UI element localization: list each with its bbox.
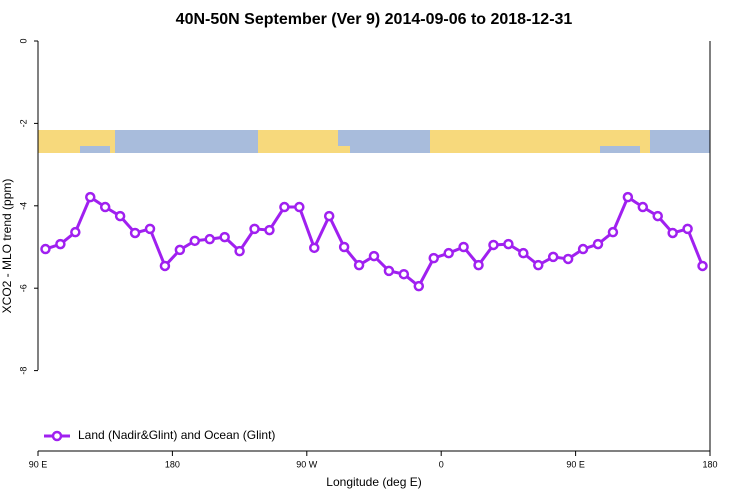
data-point [309, 242, 320, 254]
series-line [44, 194, 704, 289]
data-point [413, 280, 425, 292]
x-tick-label: 90 E [29, 459, 48, 469]
data-point [99, 201, 111, 213]
data-point [353, 259, 365, 271]
y-tick-label: -8 [18, 367, 28, 375]
data-point [159, 260, 171, 272]
y-tick-label: -4 [18, 202, 28, 210]
map-strip [38, 130, 710, 153]
data-point [443, 247, 454, 259]
data-point [637, 201, 649, 213]
data-point [473, 259, 484, 271]
data-point [174, 244, 186, 256]
data-point [697, 260, 708, 272]
data-point [338, 241, 350, 253]
data-point [249, 223, 260, 235]
data-point [592, 238, 604, 250]
x-tick-label: 180 [165, 459, 180, 469]
data-point [667, 227, 678, 239]
data-point [428, 252, 439, 264]
data-point [144, 223, 156, 235]
y-tick-label: -2 [18, 119, 28, 127]
data-point [368, 250, 380, 262]
data-point [279, 201, 290, 213]
data-point [682, 223, 693, 235]
data-point [204, 233, 215, 245]
data-point [234, 245, 245, 257]
data-point [398, 268, 410, 280]
data-point [607, 226, 619, 238]
y-tick-label: -6 [18, 284, 28, 292]
x-axis-label: Longitude (deg E) [326, 475, 421, 489]
data-point [70, 226, 81, 238]
y-axis-label: XCO2 - MLO trend (ppm) [0, 179, 14, 314]
data-point [503, 238, 514, 250]
chart-title: 40N-50N September (Ver 9) 2014-09-06 to … [176, 11, 573, 28]
data-point [652, 210, 663, 222]
data-point [264, 224, 275, 236]
data-point [55, 238, 66, 250]
x-tick-label: 0 [439, 459, 444, 469]
data-point [219, 231, 230, 243]
y-tick-label: 0 [18, 38, 28, 43]
legend-marker [51, 430, 63, 442]
data-point [294, 201, 305, 213]
data-point [114, 210, 126, 222]
x-tick-label: 180 [702, 459, 717, 469]
data-point [562, 253, 574, 265]
data-point [533, 259, 544, 271]
data-point [518, 247, 529, 259]
legend-label: Land (Nadir&Glint) and Ocean (Glint) [78, 428, 275, 442]
data-point [458, 241, 469, 253]
data-point [488, 239, 499, 251]
data-point [547, 251, 559, 263]
data-point [323, 210, 335, 222]
data-point [129, 227, 141, 239]
data-point [383, 265, 395, 277]
x-tick-label: 90 W [296, 459, 318, 469]
data-point [85, 191, 96, 203]
data-point [622, 191, 634, 203]
data-point [40, 243, 51, 255]
data-point [577, 243, 589, 255]
x-tick-label: 90 E [566, 459, 585, 469]
data-point [189, 235, 201, 247]
